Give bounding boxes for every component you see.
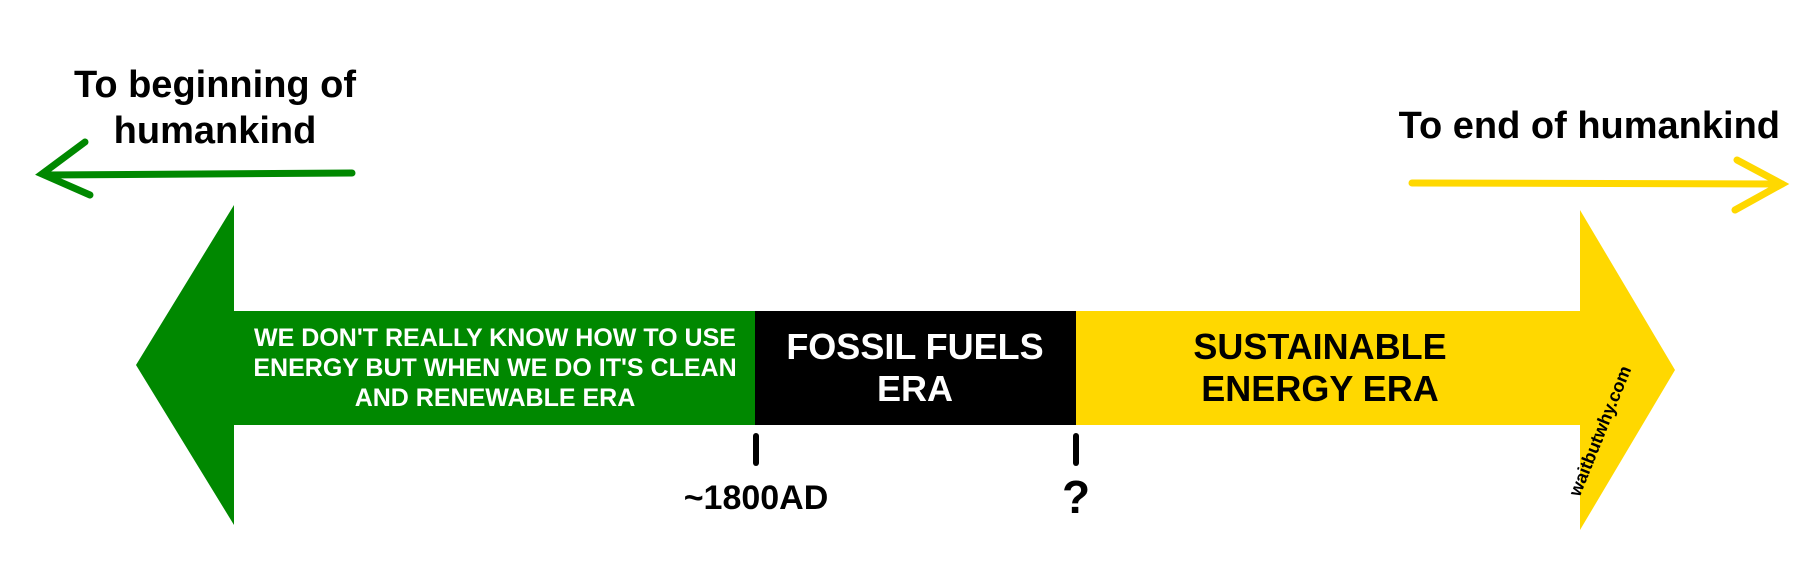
- left-heading: To beginning of humankind: [73, 64, 357, 152]
- marker-1800ad-label: ~1800AD: [683, 479, 829, 517]
- green-era-label: WE DON'T REALLY KNOW HOW TO USE ENERGY B…: [253, 324, 737, 412]
- yellow-era-label: SUSTAINABLE ENERGY ERA: [1193, 326, 1447, 409]
- black-era-band: [755, 311, 1077, 425]
- marker-unknown-label: ?: [1061, 471, 1091, 523]
- right-direction-arrow: [1408, 156, 1790, 214]
- yellow-era-arrow: [1076, 210, 1675, 530]
- right-heading: To end of humankind: [1398, 105, 1780, 147]
- black-era-label: FOSSIL FUELS ERA: [786, 326, 1044, 409]
- left-direction-arrow: [35, 138, 356, 199]
- green-era-arrow: [136, 205, 756, 525]
